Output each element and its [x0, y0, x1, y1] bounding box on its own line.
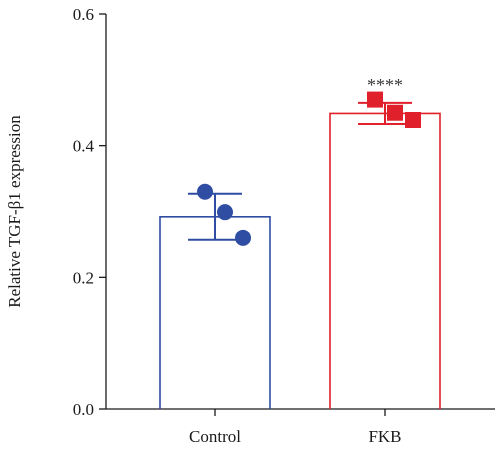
y-axis-title: Relative TGF-β1 expression [5, 115, 24, 308]
labels: 0.0 0.2 0.4 0.6 Relative TGF-β1 expression Co… [5, 5, 402, 446]
bar-control [159, 215, 271, 409]
y-tick-label: 0.0 [73, 400, 94, 419]
y-tick-label: 0.6 [73, 5, 94, 24]
annotations: **** [367, 75, 403, 95]
data-point-square [405, 111, 421, 128]
x-tick-label-fkb: FKB [368, 427, 401, 446]
significance-label: **** [367, 75, 403, 95]
bars [159, 112, 441, 409]
data-point-square [387, 104, 403, 121]
data-points [197, 91, 421, 246]
y-tick-label: 0.2 [73, 268, 94, 287]
error-bars [188, 101, 412, 241]
bar-fkb [329, 112, 441, 409]
axes [99, 13, 495, 416]
y-tick-label: 0.4 [73, 137, 95, 156]
data-point-circle [235, 229, 251, 246]
data-point-square [367, 91, 383, 108]
data-point-circle [217, 204, 233, 221]
x-tick-label-control: Control [189, 427, 241, 446]
data-point-circle [197, 183, 213, 200]
